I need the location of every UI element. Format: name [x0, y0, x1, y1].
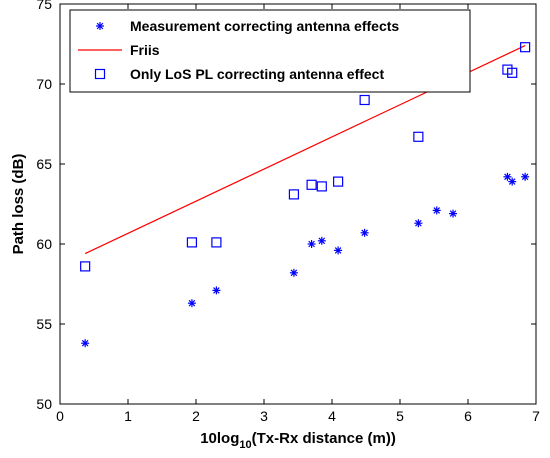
x-tick-label-4: 4 [328, 408, 336, 424]
measurement-point-2 [212, 286, 221, 295]
measurement-point-13 [521, 172, 530, 181]
los-point-4 [306, 179, 317, 190]
x-axis-label-rest: (Tx-Rx distance (m)) [252, 430, 396, 447]
x-tick-label-3: 3 [260, 408, 268, 424]
legend-swatch-2 [94, 68, 106, 80]
series-0 [81, 172, 530, 348]
measurement-point-5 [317, 236, 326, 245]
measurement-point-12 [508, 177, 517, 186]
measurement-point-10 [449, 209, 458, 218]
x-tick-label-2: 2 [192, 408, 200, 424]
los-point-8 [413, 131, 424, 142]
y-tick-label-1: 55 [36, 316, 52, 332]
measurement-point-1 [187, 299, 196, 308]
y-tick-label-3: 65 [36, 156, 52, 172]
measurement-point-3 [289, 268, 298, 277]
legend-box [69, 9, 471, 93]
legend-entries: Measurement correcting antenna effects Fr… [78, 18, 399, 82]
plot-frame [59, 3, 537, 405]
x-tick-label-6: 6 [464, 408, 472, 424]
legend-label-1: Friis [130, 42, 160, 58]
x-tick-label-5: 5 [396, 408, 404, 424]
los-point-2 [211, 237, 222, 248]
y-tick-label-0: 50 [36, 396, 52, 412]
los-point-13 [520, 42, 531, 53]
x-tick-label-7: 7 [532, 408, 540, 424]
legend-label-2: Only LoS PL correcting antenna effect [130, 66, 384, 82]
series-2 [80, 42, 531, 272]
x-axis-label-main: 10log [200, 430, 239, 447]
x-axis-label-subscript: 10 [239, 439, 251, 451]
measurement-point-6 [334, 246, 343, 255]
los-point-0 [80, 261, 91, 272]
legend: Measurement correcting antenna effects Fr… [69, 9, 471, 93]
los-point-7 [359, 94, 370, 106]
measurement-point-0 [81, 339, 90, 348]
x-tick-label-1: 1 [124, 408, 132, 424]
los-point-3 [288, 189, 300, 200]
y-tick-label-5: 75 [36, 0, 52, 12]
x-axis-label: 10log10(Tx-Rx distance (m)) [200, 430, 396, 451]
los-point-1 [186, 237, 198, 248]
legend-label-0: Measurement correcting antenna effects [130, 18, 399, 34]
y-tick-label-4: 70 [36, 76, 52, 92]
measurement-point-4 [307, 240, 316, 248]
axis-tick-labels: 0 1 2 3 4 5 6 7 50 55 60 65 70 75 [36, 0, 540, 424]
los-point-12 [507, 67, 518, 78]
x-tick-label-0: 0 [56, 408, 64, 424]
los-point-6 [333, 176, 344, 187]
measurement-point-8 [414, 219, 423, 228]
measurement-point-7 [360, 228, 369, 237]
los-point-5 [316, 181, 327, 192]
y-axis-label: Path loss (dB) [10, 154, 27, 255]
y-tick-label-2: 60 [36, 236, 52, 252]
measurement-point-9 [432, 206, 441, 215]
legend-swatch-0 [96, 22, 104, 30]
